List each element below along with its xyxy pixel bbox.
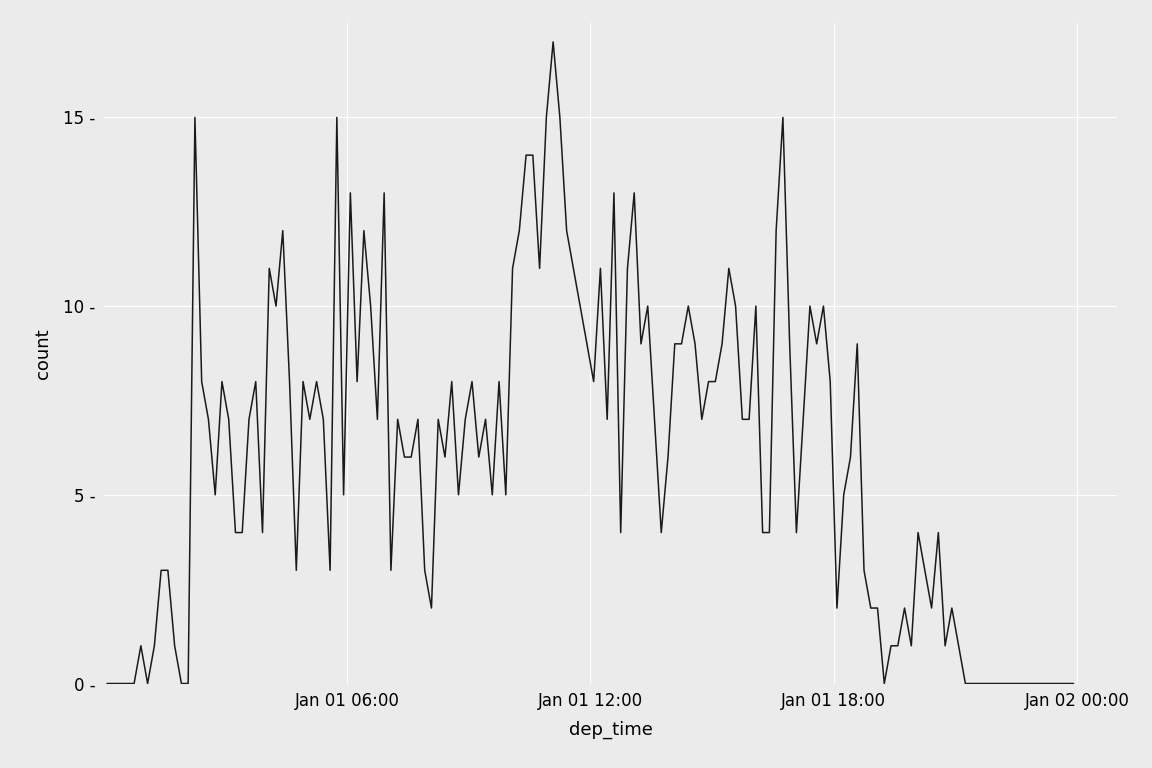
X-axis label: dep_time: dep_time [569, 721, 652, 740]
Y-axis label: count: count [35, 328, 52, 379]
